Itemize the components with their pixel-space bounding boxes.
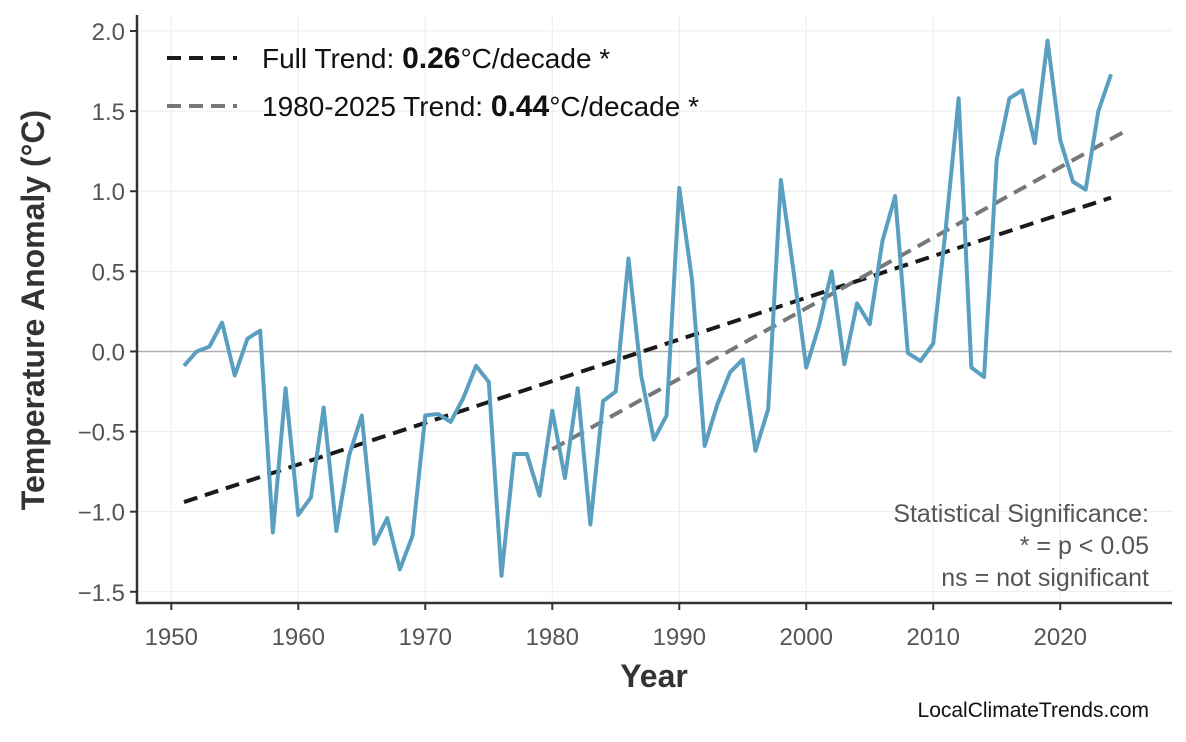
x-tick-label: 2020 (1034, 624, 1087, 651)
x-tick-label: 1950 (145, 624, 198, 651)
legend-value: 0.26 (402, 42, 460, 75)
legend-entry-1: 1980-2025 Trend: 0.44°C/decade * (262, 90, 699, 123)
y-axis-label: Temperature Anomaly (°C) (15, 110, 51, 510)
legend-unit: °C/decade * (460, 43, 610, 74)
legend-unit: °C/decade * (549, 91, 699, 122)
y-tick-label: 0.5 (92, 259, 125, 286)
watermark: LocalClimateTrends.com (918, 699, 1149, 722)
significance-note-title: Statistical Significance: (893, 500, 1149, 528)
x-tick-label: 1960 (272, 624, 325, 651)
y-tick-label: 0.0 (92, 339, 125, 366)
y-tick-label: 2.0 (92, 19, 125, 46)
y-tick-label: −0.5 (78, 420, 125, 447)
legend-name-prefix: Full Trend: (262, 43, 402, 74)
y-tick-label: 1.0 (92, 179, 125, 206)
legend-entry-0: Full Trend: 0.26°C/decade * (262, 42, 610, 75)
x-tick-label: 2010 (907, 624, 960, 651)
y-tick-label: −1.5 (78, 580, 125, 607)
trend-lines (184, 132, 1124, 502)
y-tick-label: −1.0 (78, 500, 125, 527)
x-tick-label: 1990 (653, 624, 706, 651)
x-tick-label: 1980 (526, 624, 579, 651)
significance-note-ns: ns = not significant (941, 564, 1149, 592)
y-tick-label: 1.5 (92, 99, 125, 126)
x-tick-label: 2000 (780, 624, 833, 651)
legend-value: 0.44 (491, 90, 550, 123)
legend-name-prefix: 1980-2025 Trend: (262, 91, 491, 122)
trend-line-1 (552, 132, 1123, 449)
x-tick-label: 1970 (399, 624, 452, 651)
significance-note: Statistical Significance: * = p < 0.05 n… (893, 500, 1149, 592)
x-axis-label: Year (620, 658, 688, 694)
significance-note-star: * = p < 0.05 (1020, 532, 1149, 560)
